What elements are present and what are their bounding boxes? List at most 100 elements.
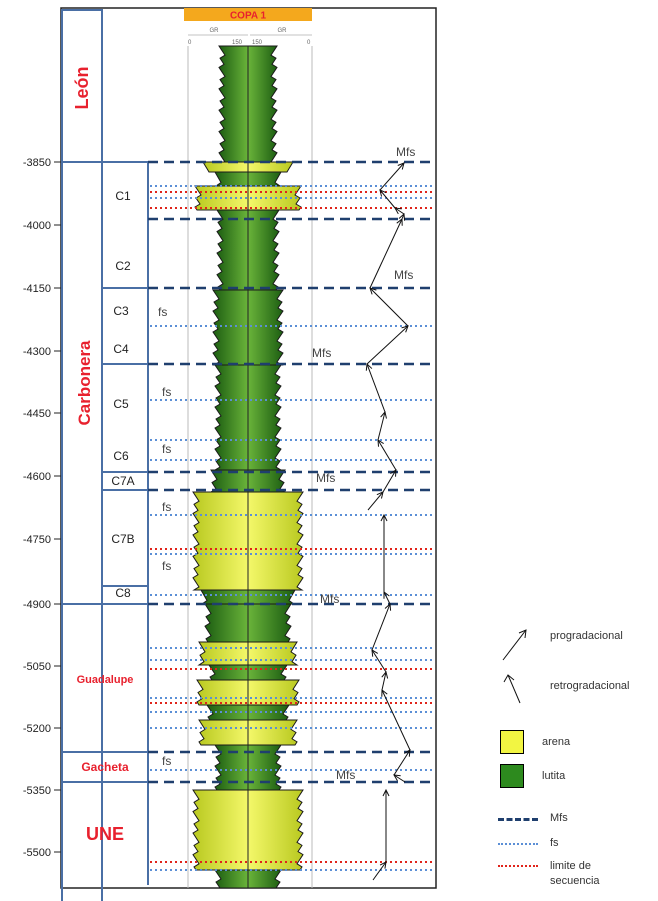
trend-arrowhead: [394, 207, 402, 215]
trend-segment: [381, 671, 387, 691]
trend-arrowhead: [382, 788, 390, 797]
formation-gacheta: Gacheta: [81, 760, 129, 774]
track-header: GR GR 0 150 150 0: [188, 28, 312, 46]
trend-segment: [383, 591, 391, 605]
mfs-label: Mfs: [312, 346, 331, 360]
mfs-line-sample: [498, 818, 538, 821]
depth-label: -4150: [23, 283, 51, 295]
trend-segment: [372, 861, 387, 881]
trend-segment: [366, 363, 386, 413]
trend-segment: [394, 207, 405, 215]
trend-segment: [379, 189, 396, 209]
trend-arrowhead: [365, 362, 373, 371]
mfs-label: Mfs: [336, 768, 355, 782]
sand-swatch: [500, 730, 524, 754]
track-left-max: 150: [232, 40, 243, 46]
trend-arrowhead: [371, 649, 379, 657]
legend-limite-1: limite de: [550, 860, 591, 872]
trend-segment: [379, 162, 405, 191]
legend-lutita: lutita: [542, 770, 566, 782]
unit-labels: C1 C2 C3 C4 C5 C6 C7A C7B C8: [111, 189, 134, 600]
depth-label: -3850: [23, 157, 51, 169]
trend-arrowhead: [377, 439, 384, 447]
trend-arrowhead: [381, 688, 388, 697]
trend-segment: [381, 689, 411, 751]
depth-label: -4900: [23, 599, 51, 611]
unit-c7a: C7A: [111, 474, 134, 488]
trend-arrowhead: [383, 591, 390, 599]
trend-segment: [393, 774, 406, 783]
legend-arena: arena: [542, 736, 571, 748]
unit-c5: C5: [113, 397, 129, 411]
depth-label: -4300: [23, 346, 51, 358]
track-left-name: GR: [210, 28, 220, 34]
mfs-label: Mfs: [320, 592, 339, 606]
fs-label: fs: [162, 559, 171, 573]
trend-segment: [377, 411, 386, 441]
depth-label: -5050: [23, 661, 51, 673]
legend-arrows: [502, 629, 527, 704]
mfs-label: Mfs: [316, 471, 335, 485]
trend-arrowhead: [369, 287, 377, 295]
unit-c1: C1: [115, 189, 131, 203]
legend: progradacional retrogradacional arena lu…: [490, 620, 655, 900]
fs-label: fs: [162, 385, 171, 399]
fs-line-sample: [498, 843, 538, 845]
unit-c8: C8: [115, 586, 131, 600]
trend-arrowhead: [396, 217, 403, 226]
formation-leon: León: [72, 67, 92, 110]
unit-c4: C4: [113, 342, 129, 356]
depth-label: -4000: [23, 220, 51, 232]
trend-arrowhead: [397, 162, 405, 170]
trend-arrowhead: [390, 469, 397, 477]
legend-mfs: Mfs: [550, 812, 568, 824]
depth-label: -4750: [23, 534, 51, 546]
mfs-label: Mfs: [394, 268, 413, 282]
trend-arrowhead: [379, 861, 387, 869]
formation-guadalupe: Guadalupe: [77, 674, 134, 686]
trend-segment: [371, 603, 391, 651]
fs-label: fs: [162, 500, 171, 514]
boundary-line-sample: [498, 865, 538, 867]
trend-arrowhead: [380, 513, 388, 522]
trend-arrowhead: [398, 212, 406, 221]
shale-swatch: [500, 764, 524, 788]
legend-limite-2: secuencia: [550, 875, 600, 887]
trend-arrowhead: [376, 491, 384, 499]
unit-c7b: C7B: [111, 532, 134, 546]
trend-arrowhead: [401, 325, 409, 333]
depth-label: -4450: [23, 408, 51, 420]
legend-retrogradacional: retrogradacional: [550, 680, 630, 692]
trend-arrowhead: [393, 774, 401, 782]
trend-arrowhead: [403, 749, 411, 757]
formation-boxes: [62, 161, 149, 885]
formation-une: UNE: [86, 824, 124, 844]
track-left-min: 0: [188, 40, 192, 46]
trend-segment: [367, 491, 384, 511]
mfs-label: Mfs: [396, 145, 415, 159]
well-title: COPA 1: [230, 11, 267, 22]
trend-segment: [371, 649, 387, 673]
stratigraphic-surfaces: [148, 160, 432, 871]
trend-segment: [369, 218, 403, 289]
unit-c2: C2: [115, 259, 131, 273]
depth-axis: -3850 -4000 -4150 -4300 -4450 -4600 -4750 -4900…: [23, 157, 61, 859]
trend-segment: [377, 439, 397, 471]
track-right-max: 0: [307, 40, 311, 46]
fs-label: fs: [158, 305, 167, 319]
fs-label: fs: [162, 754, 171, 768]
depth-label: -5350: [23, 785, 51, 797]
surface-labels: Mfs Mfs Mfs Mfs Mfs Mfs fs fs fs fs fs f…: [158, 145, 415, 782]
depth-label: -5200: [23, 723, 51, 735]
trend-arrowhead: [381, 670, 389, 679]
depth-label: -4600: [23, 471, 51, 483]
fs-label: fs: [162, 442, 171, 456]
legend-progradacional: progradacional: [550, 630, 623, 642]
title-bar: [184, 8, 312, 21]
trend-segment: [369, 287, 409, 327]
trend-arrows: [365, 162, 411, 881]
unit-c3: C3: [113, 304, 129, 318]
trend-arrowhead: [380, 410, 387, 419]
legend-fs: fs: [550, 837, 559, 849]
